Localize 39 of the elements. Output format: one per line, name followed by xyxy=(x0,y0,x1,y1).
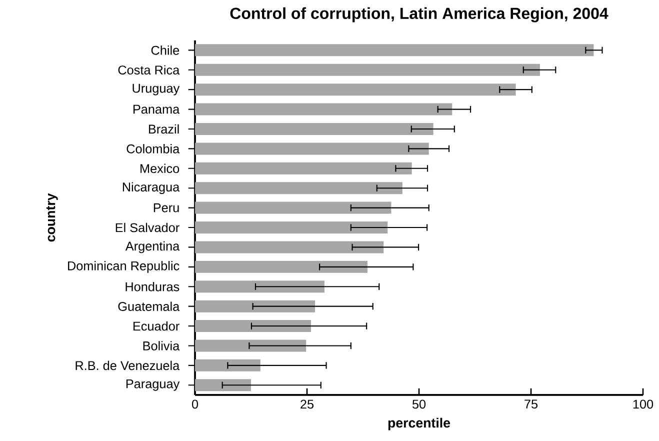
y-tick-label: Colombia xyxy=(126,144,180,154)
y-tick-label: R.B. de Venezuela xyxy=(76,360,180,370)
bar xyxy=(195,202,392,214)
y-tick-label: Guatemala xyxy=(118,302,180,311)
bar xyxy=(195,222,388,234)
bar xyxy=(195,162,412,174)
y-tick-label: Ecuador xyxy=(133,321,180,331)
bar xyxy=(195,44,594,56)
y-tick-label: El Salvador xyxy=(116,222,180,232)
bar xyxy=(195,241,384,254)
x-tick-label: 25 xyxy=(300,400,314,409)
y-tick-label: Nicaragua xyxy=(122,182,180,194)
y-tick-label: Honduras xyxy=(126,282,180,292)
bar xyxy=(195,84,516,96)
y-tick-label: Uruguay xyxy=(132,84,180,96)
y-tick-label: Peru xyxy=(154,203,179,212)
y-tick-label: Bolivia xyxy=(143,341,180,350)
bar xyxy=(195,64,540,76)
x-tick-label: 0 xyxy=(192,400,198,409)
x-tick-label: 75 xyxy=(524,400,538,409)
y-tick-label: Costa Rica xyxy=(118,65,180,75)
bar xyxy=(195,182,402,194)
x-tick-label: 50 xyxy=(412,400,426,409)
chart-title: Control of corruption, Latin America Region, 2004 xyxy=(230,7,608,22)
y-tick-label: Panama xyxy=(133,104,180,114)
y-tick-label: Brazil xyxy=(149,124,179,134)
x-tick-label: 100 xyxy=(633,400,654,409)
y-axis-title: country xyxy=(46,193,58,242)
x-axis-title: percentile xyxy=(388,418,450,430)
bar xyxy=(195,103,452,116)
y-tick-label: Mexico xyxy=(140,164,180,174)
y-tick-label: Dominican Republic xyxy=(68,261,180,273)
bar xyxy=(195,142,429,155)
y-tick-label: Paraguay xyxy=(126,379,180,391)
y-tick-label: Chile xyxy=(151,46,180,55)
bar xyxy=(195,359,260,372)
y-tick-label: Argentina xyxy=(125,241,180,254)
bar xyxy=(195,122,434,135)
bar xyxy=(195,260,368,273)
